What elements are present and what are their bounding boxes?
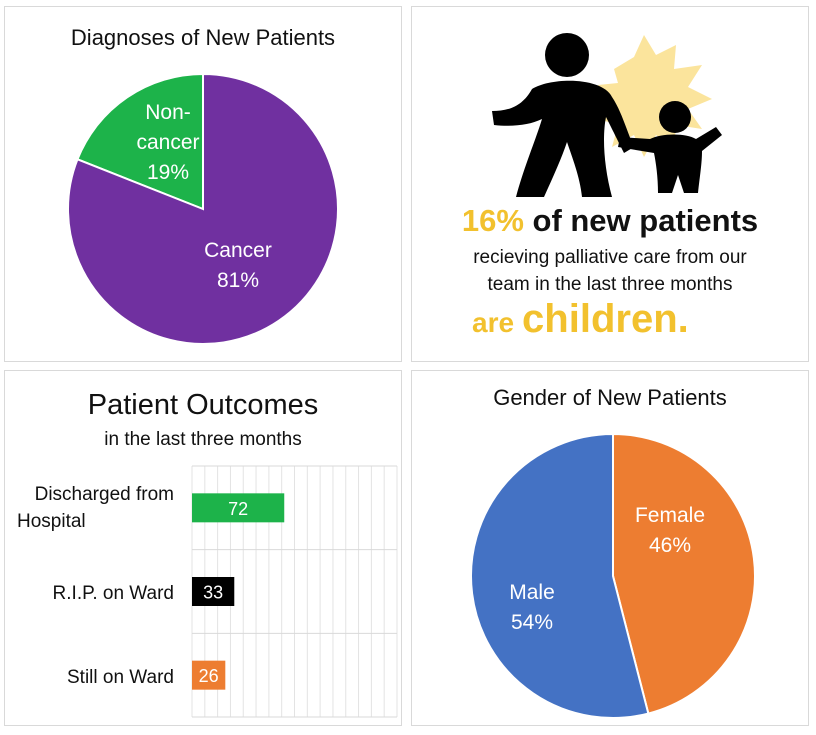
children-headline-rest: of new patients <box>523 203 759 238</box>
child-head <box>659 101 691 133</box>
gender-slice-male <box>470 432 650 719</box>
outcomes-bar-value: 26 <box>199 666 219 686</box>
diagnoses-label-non-cancer: Non-cancer 19% <box>136 101 199 184</box>
child-body <box>618 127 722 193</box>
outcomes-bar <box>192 660 226 690</box>
gender-panel: Gender of New Patients Female 46% Male 54% <box>411 370 809 726</box>
outcomes-category-line: Still on Ward <box>67 666 174 688</box>
children-body-line-2: team in the last three months <box>487 274 733 295</box>
outcomes-bar-value: 33 <box>203 583 223 603</box>
outcomes-bar <box>192 493 285 523</box>
outcomes-category-label: Discharged from Hospital <box>5 481 174 535</box>
outcomes-subtitle: in the last three months <box>104 429 302 450</box>
outcomes-category-label: R.I.P. on Ward <box>5 580 174 607</box>
outcomes-category-line: R.I.P. on Ward <box>52 583 174 604</box>
gender-slice-female <box>612 432 756 715</box>
gender-label-female: Female 46% <box>635 504 705 557</box>
diagnoses-slice-cancer <box>67 72 339 345</box>
adult-and-child-silhouette-icon <box>492 33 722 197</box>
outcomes-panel: Patient Outcomes in the last three month… <box>4 370 402 726</box>
children-word-text: children. <box>522 297 689 341</box>
children-panel: 16% of new patients recieving palliative… <box>411 6 809 362</box>
adult-head <box>545 33 589 77</box>
outcomes-bar-chart: 72 33 26 <box>191 465 398 718</box>
gender-label-male: Male 54% <box>509 581 555 634</box>
gender-pie-chart: Female 46% Male 54% <box>470 432 756 719</box>
children-headline: 16% of new patients <box>412 203 808 239</box>
outcomes-bar <box>192 577 235 606</box>
outcomes-category-label: Still on Ward <box>5 664 174 691</box>
diagnoses-pie-chart: Non-cancer 19% Cancer 81% <box>67 72 339 345</box>
gender-title: Gender of New Patients <box>493 385 727 410</box>
diagnoses-panel: Diagnoses of New Patients Non-cancer 19% C… <box>4 6 402 362</box>
outcomes-category-line: Hospital <box>17 510 86 532</box>
outcomes-bar-value: 72 <box>228 499 248 519</box>
children-percent: 16% <box>461 203 524 238</box>
outcomes-category-line: Discharged from <box>34 483 174 505</box>
diagnoses-label-cancer: Cancer 81% <box>204 239 272 292</box>
children-are-text: are <box>472 307 515 338</box>
children-tail: are children. <box>472 297 689 342</box>
diagnoses-title: Diagnoses of New Patients <box>70 25 336 50</box>
adult-body <box>492 80 634 197</box>
diagnoses-slice-non-cancer <box>76 72 204 211</box>
children-body-line-1: recieving palliative care from our <box>473 247 747 268</box>
outcomes-title: Patient Outcomes <box>87 389 319 421</box>
